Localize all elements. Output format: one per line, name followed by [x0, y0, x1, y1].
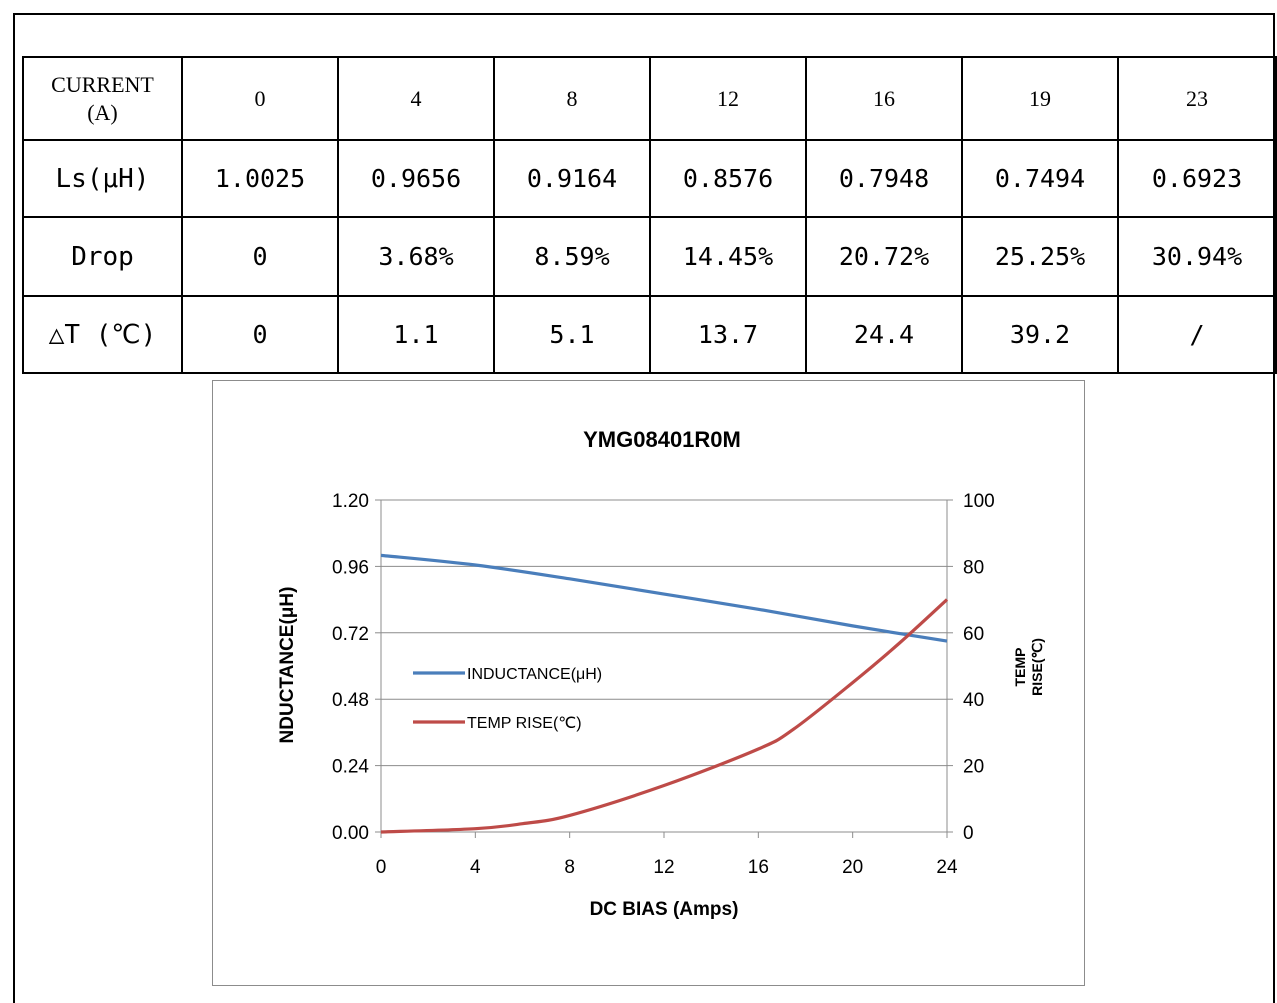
x-tick-label: 20: [842, 857, 863, 878]
y2-tick-label: 100: [963, 491, 995, 512]
table-cell: 1.0025: [181, 139, 339, 218]
table-cell: 14.45%: [649, 216, 807, 297]
table-cell: 0.8576: [649, 139, 807, 218]
y2-tick-label: 60: [963, 624, 984, 645]
x-tick-label: 24: [936, 857, 958, 878]
series-line-temp-rise: [380, 598, 949, 834]
table-cell: 8: [493, 56, 651, 141]
spec-table: CURRENT (A) 0 4 8 12 16 19 23 Ls(μH) 1.0025 0.9656…: [22, 56, 1277, 374]
table-cell: 0: [181, 295, 339, 374]
x-tick-label: 4: [470, 857, 481, 878]
row-label: △T (℃): [22, 295, 183, 374]
y-tick-label: 0.96: [332, 557, 369, 578]
table-cell: 24.4: [805, 295, 963, 374]
legend-label: INDUCTANCE(μH): [467, 666, 602, 683]
y2-tick-label: 40: [963, 690, 984, 711]
table-cell: 0: [181, 56, 339, 141]
y2-tick-label: 80: [963, 557, 984, 578]
y-tick-label: 0.00: [332, 823, 369, 844]
y2-axis-label: TEMPRISE(℃): [1012, 638, 1045, 696]
legend-label: TEMP RISE(℃): [467, 715, 582, 732]
y2-tick-label: 20: [963, 757, 984, 778]
table-cell: 0.9164: [493, 139, 651, 218]
table-cell: 0.9656: [337, 139, 495, 218]
table-row: CURRENT (A) 0 4 8 12 16 19 23: [22, 56, 1277, 141]
table-cell: 0.7494: [961, 139, 1119, 218]
table-cell: 3.68%: [337, 216, 495, 297]
x-tick-label: 16: [748, 857, 769, 878]
table-cell: 20.72%: [805, 216, 963, 297]
table-cell: 5.1: [493, 295, 651, 374]
row-label: Ls(μH): [22, 139, 183, 218]
x-axis-label: DC BIAS (Amps): [590, 899, 739, 920]
row-label: CURRENT (A): [22, 56, 183, 141]
table-cell: 0.6923: [1117, 139, 1277, 218]
table-cell: 16: [805, 56, 963, 141]
table-cell: 23: [1117, 56, 1277, 141]
table-cell: 25.25%: [961, 216, 1119, 297]
y-tick-label: 0.72: [332, 624, 369, 645]
table-cell: 0: [181, 216, 339, 297]
table-cell: 12: [649, 56, 807, 141]
chart: 0.00 0.24 0.48 0.72 0.96 1.20 0 20 40 60 80 100 0 4 8 1…: [277, 427, 1045, 920]
table-row: Drop 0 3.68% 8.59% 14.45% 20.72% 25.25% 30.94%: [22, 216, 1277, 297]
y-tick-label: 0.48: [332, 690, 369, 711]
table-cell: /: [1117, 295, 1277, 374]
y-axis-label: NDUCTANCE(μH): [277, 587, 298, 744]
table-row: Ls(μH) 1.0025 0.9656 0.9164 0.8576 0.7948 0.74…: [22, 139, 1277, 218]
x-tick-label: 12: [653, 857, 674, 878]
y2-axis-label-line: TEMP: [1012, 648, 1028, 687]
y2-tick-label: 0: [963, 823, 974, 844]
table-cell: 8.59%: [493, 216, 651, 297]
table-cell: 4: [337, 56, 495, 141]
table-cell: 19: [961, 56, 1119, 141]
x-tick-label: 0: [376, 857, 387, 878]
row-label: Drop: [22, 216, 183, 297]
chart-container: 0.00 0.24 0.48 0.72 0.96 1.20 0 20 40 60 80 100 0 4 8 1…: [212, 380, 1085, 986]
y-tick-label: 1.20: [332, 491, 369, 512]
x-tick-label: 8: [564, 857, 575, 878]
table-cell: 0.7948: [805, 139, 963, 218]
series-line-inductance: [380, 553, 948, 643]
page-frame: [13, 13, 1275, 1003]
table-row: △T (℃) 0 1.1 5.1 13.7 24.4 39.2/: [22, 295, 1277, 374]
table-cell: 1.1: [337, 295, 495, 374]
y-tick-label: 0.24: [332, 757, 369, 778]
table-cell: 39.2: [961, 295, 1119, 374]
chart-title: YMG08401R0M: [583, 427, 741, 452]
table-cell: 13.7: [649, 295, 807, 374]
y2-axis-label-line: RISE(℃): [1029, 638, 1045, 696]
table-cell: 30.94%: [1117, 216, 1277, 297]
